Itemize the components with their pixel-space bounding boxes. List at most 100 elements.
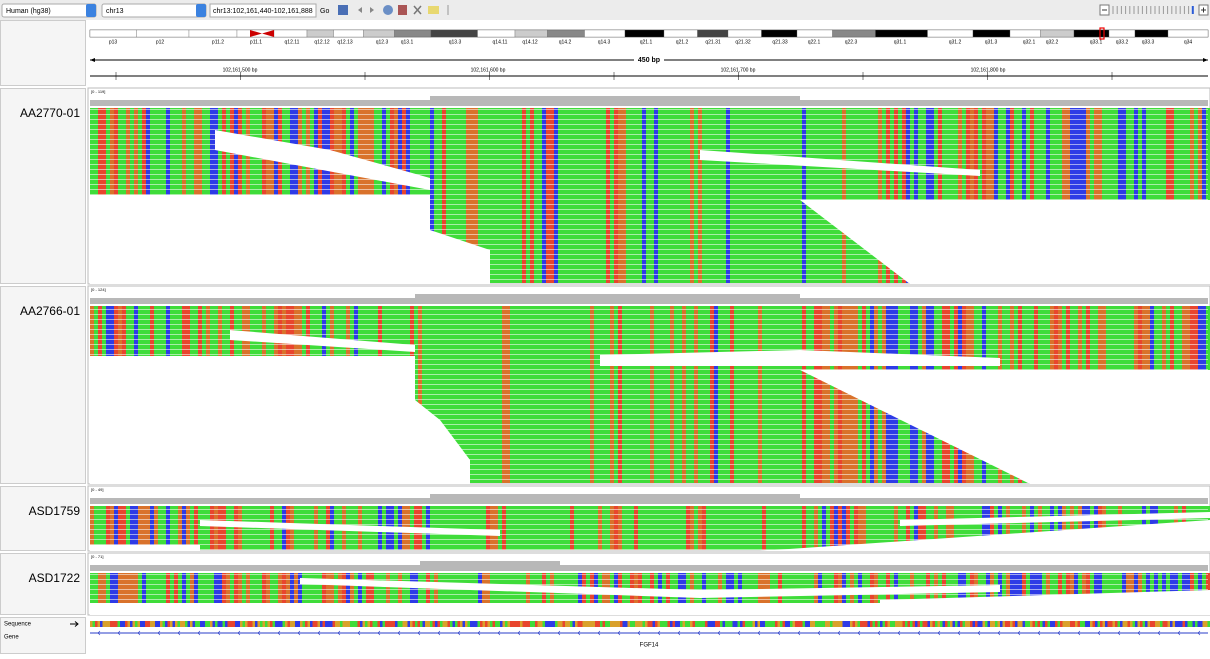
base bbox=[943, 621, 946, 627]
base bbox=[860, 621, 863, 627]
cytoband bbox=[1041, 30, 1075, 37]
region-icon[interactable] bbox=[398, 5, 407, 15]
base bbox=[1075, 621, 1078, 627]
base bbox=[318, 621, 321, 627]
base bbox=[223, 621, 226, 627]
base bbox=[778, 621, 781, 627]
base bbox=[963, 621, 966, 627]
base bbox=[198, 621, 201, 627]
base bbox=[205, 621, 208, 627]
base bbox=[1013, 621, 1016, 627]
base bbox=[965, 621, 968, 627]
base bbox=[573, 621, 576, 627]
base bbox=[690, 621, 693, 627]
home-icon[interactable] bbox=[338, 5, 348, 15]
base bbox=[400, 621, 403, 627]
base bbox=[435, 621, 438, 627]
base bbox=[1038, 621, 1041, 627]
base bbox=[135, 621, 138, 627]
base bbox=[240, 621, 243, 627]
base bbox=[390, 621, 393, 627]
empty-area bbox=[90, 195, 490, 284]
base bbox=[1085, 621, 1088, 627]
base bbox=[1043, 621, 1046, 627]
base bbox=[903, 621, 906, 627]
base bbox=[305, 621, 308, 627]
base bbox=[955, 621, 958, 627]
base bbox=[188, 621, 191, 627]
base bbox=[1160, 621, 1163, 627]
base bbox=[448, 621, 451, 627]
base bbox=[313, 621, 316, 627]
base bbox=[363, 621, 366, 627]
base bbox=[935, 621, 938, 627]
base bbox=[783, 621, 786, 627]
base bbox=[1060, 621, 1063, 627]
base bbox=[280, 621, 283, 627]
base bbox=[560, 621, 563, 627]
base bbox=[1020, 621, 1023, 627]
base bbox=[460, 621, 463, 627]
base bbox=[825, 621, 828, 627]
base bbox=[125, 621, 128, 627]
base bbox=[153, 621, 156, 627]
base bbox=[978, 621, 981, 627]
base bbox=[1108, 621, 1111, 627]
base bbox=[430, 621, 433, 627]
base bbox=[95, 621, 98, 627]
base bbox=[143, 621, 146, 627]
base bbox=[1190, 621, 1193, 627]
base bbox=[845, 621, 848, 627]
track-name: AA2766-01 bbox=[20, 304, 80, 318]
base bbox=[1175, 621, 1178, 627]
base bbox=[803, 621, 806, 627]
base bbox=[303, 621, 306, 627]
base bbox=[1123, 621, 1126, 627]
base bbox=[493, 621, 496, 627]
base bbox=[653, 621, 656, 627]
base bbox=[668, 621, 671, 627]
base bbox=[1098, 621, 1101, 627]
base bbox=[133, 621, 136, 627]
base bbox=[925, 621, 928, 627]
base bbox=[833, 621, 836, 627]
alignment-track: ASD1722[0 - 71] bbox=[1, 553, 1210, 615]
base bbox=[698, 621, 701, 627]
base bbox=[518, 621, 521, 627]
cytoband-label: q12.12 bbox=[314, 39, 330, 45]
base bbox=[1168, 621, 1171, 627]
cytoband bbox=[274, 30, 307, 37]
cytoband-label: q21.31 bbox=[705, 39, 721, 45]
base bbox=[865, 621, 868, 627]
base bbox=[605, 621, 608, 627]
base bbox=[923, 621, 926, 627]
refresh-icon[interactable] bbox=[383, 5, 393, 15]
base bbox=[195, 621, 198, 627]
base bbox=[663, 621, 666, 627]
base bbox=[918, 621, 921, 627]
go-button[interactable]: Go bbox=[320, 8, 329, 15]
cytoband bbox=[334, 30, 364, 37]
popup-icon[interactable] bbox=[428, 6, 439, 14]
base bbox=[428, 621, 431, 627]
base bbox=[880, 621, 883, 627]
base bbox=[425, 621, 428, 627]
empty-area bbox=[90, 603, 1210, 615]
base bbox=[608, 621, 611, 627]
base bbox=[898, 621, 901, 627]
base bbox=[1050, 621, 1053, 627]
base bbox=[1163, 621, 1166, 627]
base bbox=[930, 621, 933, 627]
base bbox=[253, 621, 256, 627]
base bbox=[420, 621, 423, 627]
base bbox=[290, 621, 293, 627]
base bbox=[1110, 621, 1113, 627]
base bbox=[738, 621, 741, 627]
base bbox=[900, 621, 903, 627]
base bbox=[633, 621, 636, 627]
base bbox=[748, 621, 751, 627]
base bbox=[380, 621, 383, 627]
base bbox=[588, 621, 591, 627]
base bbox=[220, 621, 223, 627]
base bbox=[1028, 621, 1031, 627]
